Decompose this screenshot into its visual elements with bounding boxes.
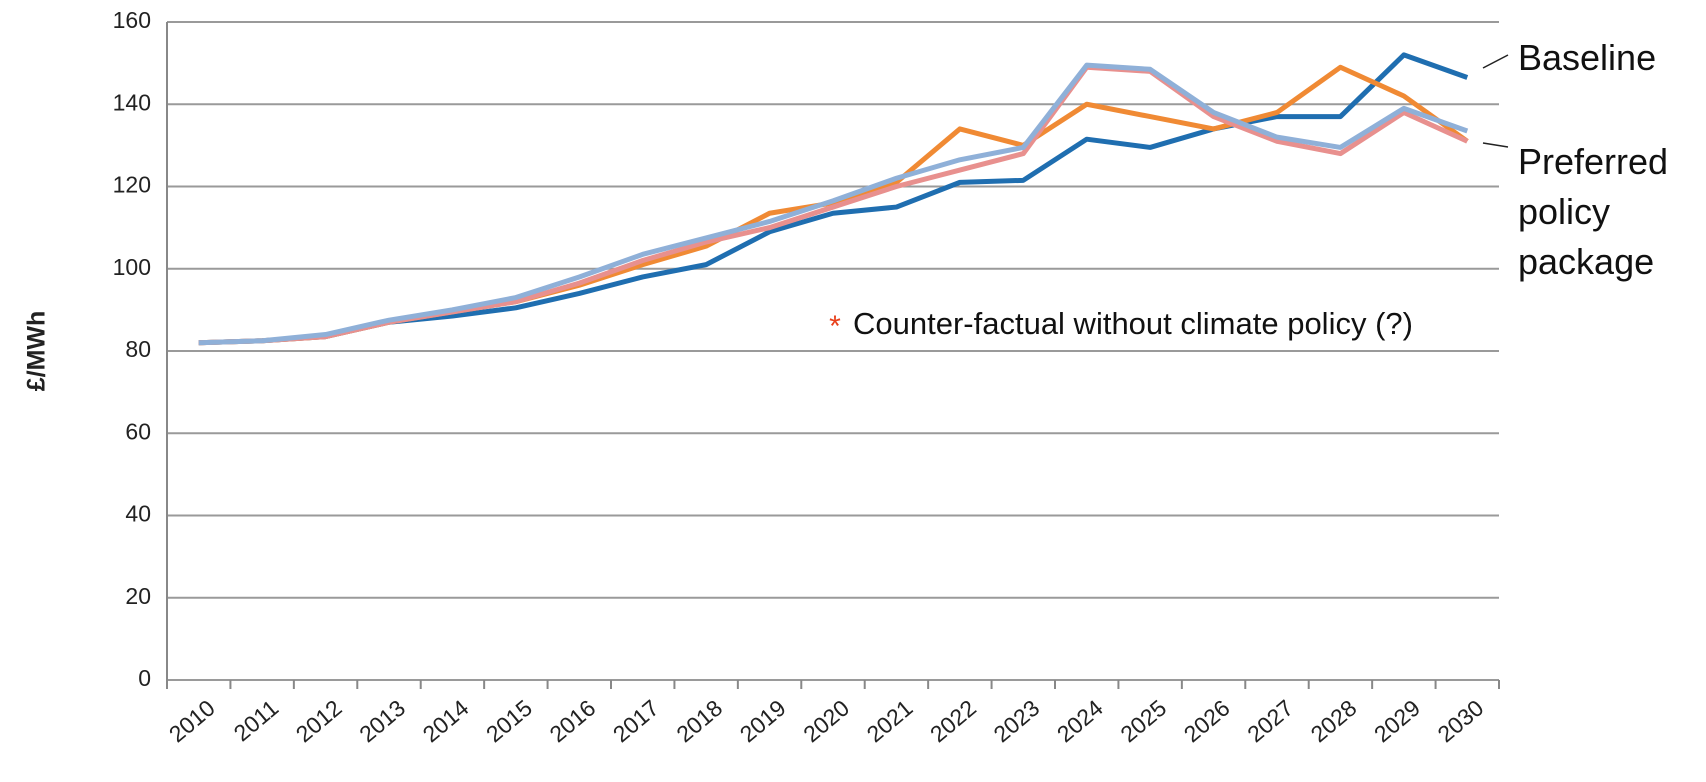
y-axis-label: £/MWh — [23, 311, 51, 392]
x-tick-label: 2018 — [671, 695, 727, 748]
x-tick-label: 2024 — [1052, 694, 1108, 747]
y-tick-label: 40 — [125, 501, 151, 527]
legend-label: Preferred policy package — [1518, 141, 1669, 282]
x-tick-label: 2012 — [291, 695, 347, 748]
y-tick-label: 160 — [113, 7, 151, 33]
x-tick-label: 2030 — [1432, 695, 1488, 748]
y-tick-label: 20 — [125, 583, 151, 609]
series-line — [198, 62, 1469, 346]
x-tick-label: 2026 — [1179, 695, 1235, 748]
x-tick-label: 2019 — [735, 695, 791, 748]
legend-label: Counter-factual without climate policy (… — [853, 306, 1413, 341]
x-tick-label: 2016 — [544, 695, 600, 748]
x-tick-label: 2020 — [798, 695, 854, 748]
x-tick-label: 2027 — [1242, 695, 1298, 748]
legend-marker: * — [829, 310, 841, 343]
x-tick-label: 2021 — [862, 695, 918, 748]
legend-label: Baseline — [1518, 37, 1657, 78]
x-tick-label: 2023 — [988, 695, 1044, 748]
x-tick-label: 2022 — [925, 695, 981, 748]
x-tick-label: 2010 — [164, 695, 220, 748]
x-tick-label: 2017 — [608, 695, 664, 748]
x-tick-label: 2029 — [1369, 695, 1425, 748]
x-tick-label: 2011 — [229, 695, 284, 747]
x-tick-label: 2013 — [354, 695, 410, 748]
y-tick-label: 60 — [125, 418, 151, 444]
y-tick-label: 80 — [125, 336, 151, 362]
leader-line — [1482, 142, 1509, 148]
leader-line — [1482, 54, 1509, 69]
y-tick-label: 0 — [138, 665, 151, 691]
x-tick-label: 2014 — [418, 694, 474, 747]
y-tick-label: 120 — [113, 172, 151, 198]
x-tick-label: 2028 — [1306, 695, 1362, 748]
x-tick-label: 2025 — [1115, 695, 1171, 748]
x-tick-label: 2015 — [481, 695, 537, 748]
y-tick-label: 100 — [113, 254, 151, 280]
y-tick-label: 140 — [113, 89, 151, 115]
